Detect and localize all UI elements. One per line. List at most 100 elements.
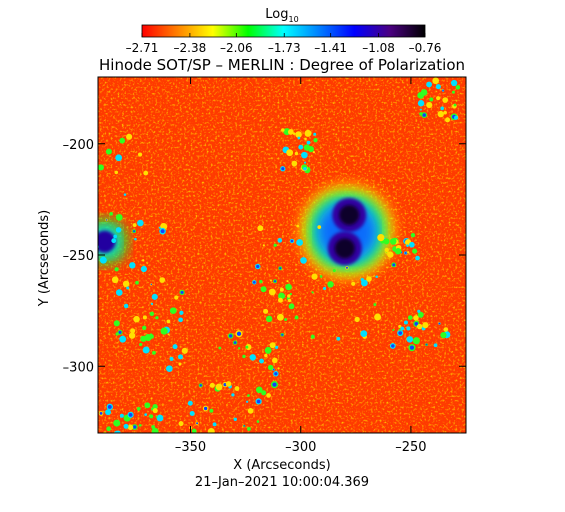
network-speck	[313, 138, 318, 143]
network-speck	[115, 332, 119, 336]
network-speck	[281, 128, 285, 132]
network-speck	[174, 295, 179, 300]
network-speck	[429, 97, 434, 102]
network-speck-strong	[99, 412, 103, 415]
network-speck	[189, 410, 195, 416]
network-speck	[247, 427, 251, 431]
network-speck-strong	[272, 368, 275, 371]
network-speck	[310, 334, 315, 339]
network-speck	[443, 327, 449, 332]
network-speck-strong	[409, 345, 415, 350]
network-speck-strong	[404, 252, 407, 254]
network-speck	[156, 414, 164, 422]
network-speck	[212, 422, 217, 427]
network-speck	[231, 393, 235, 397]
network-speck	[307, 146, 315, 153]
network-speck	[123, 303, 129, 309]
network-speck	[415, 255, 420, 261]
network-speck	[398, 324, 402, 329]
network-speck	[249, 354, 257, 361]
x-tick-label: –250	[395, 440, 426, 455]
network-speck	[322, 286, 327, 291]
network-speck-strong	[398, 331, 403, 335]
network-speck	[238, 347, 241, 350]
network-speck	[389, 238, 397, 245]
network-speck	[412, 248, 418, 254]
network-speck	[115, 154, 123, 162]
network-speck-strong	[243, 425, 245, 427]
network-speck	[387, 251, 394, 258]
network-speck	[269, 342, 276, 349]
network-speck	[432, 77, 440, 85]
network-speck	[178, 317, 183, 323]
network-speck	[277, 238, 283, 243]
network-speck-strong	[281, 333, 284, 336]
network-speck	[111, 238, 117, 244]
network-speck	[266, 393, 271, 398]
x-tick-label: –350	[175, 440, 206, 455]
network-speck	[261, 390, 267, 396]
network-speck	[400, 326, 405, 331]
network-speck	[260, 286, 267, 293]
network-speck	[126, 133, 133, 140]
network-speck	[301, 151, 308, 159]
network-speck	[105, 409, 111, 416]
network-speck	[443, 110, 447, 115]
network-speck	[265, 315, 273, 323]
network-speck	[113, 320, 120, 327]
network-speck	[142, 259, 145, 262]
network-speck	[268, 288, 276, 296]
network-speck-strong	[281, 167, 285, 171]
y-tick-label: –200	[63, 138, 94, 153]
network-speck	[115, 213, 123, 221]
network-speck	[403, 320, 408, 325]
network-speck	[255, 386, 263, 394]
network-speck	[113, 234, 118, 239]
network-speck-strong	[252, 281, 256, 284]
network-speck	[294, 315, 299, 320]
network-speck-strong	[132, 230, 136, 233]
colorbar-label: Log10	[265, 7, 298, 24]
network-speck	[179, 310, 184, 315]
network-speck	[178, 362, 182, 366]
colorbar-tick-label: –0.76	[409, 41, 442, 55]
network-speck	[155, 415, 158, 418]
network-speck	[144, 413, 148, 416]
network-speck	[259, 358, 264, 364]
network-speck	[126, 286, 130, 290]
network-speck-strong	[414, 321, 419, 326]
timestamp: 21–Jan–2021 10:00:04.369	[195, 475, 369, 490]
network-speck	[435, 84, 441, 90]
network-speck	[130, 328, 136, 334]
network-speck-strong	[203, 406, 208, 411]
network-speck	[142, 325, 147, 330]
network-speck	[426, 101, 433, 109]
network-speck	[123, 193, 127, 196]
network-speck	[259, 279, 263, 284]
network-speck	[264, 346, 272, 354]
network-speck	[437, 110, 444, 118]
network-speck	[272, 357, 278, 364]
network-speck	[407, 315, 413, 320]
network-speck	[169, 356, 174, 361]
network-speck	[242, 354, 246, 359]
network-speck	[276, 313, 284, 321]
y-tick-label: –250	[63, 249, 94, 264]
network-speck	[151, 293, 158, 300]
network-speck	[113, 419, 121, 427]
network-speck	[172, 344, 178, 350]
network-speck	[336, 336, 341, 341]
network-speck	[142, 346, 150, 354]
network-speck-strong	[274, 372, 278, 376]
network-speck	[105, 148, 112, 155]
network-speck	[416, 323, 423, 330]
network-speck	[409, 241, 415, 248]
network-speck-strong	[228, 334, 233, 338]
network-speck	[123, 423, 129, 429]
network-speck	[135, 280, 139, 285]
network-speck	[451, 90, 455, 94]
network-speck-strong	[150, 283, 153, 286]
network-speck-strong	[160, 229, 165, 234]
network-speck-strong	[105, 219, 108, 221]
network-speck	[137, 219, 144, 227]
